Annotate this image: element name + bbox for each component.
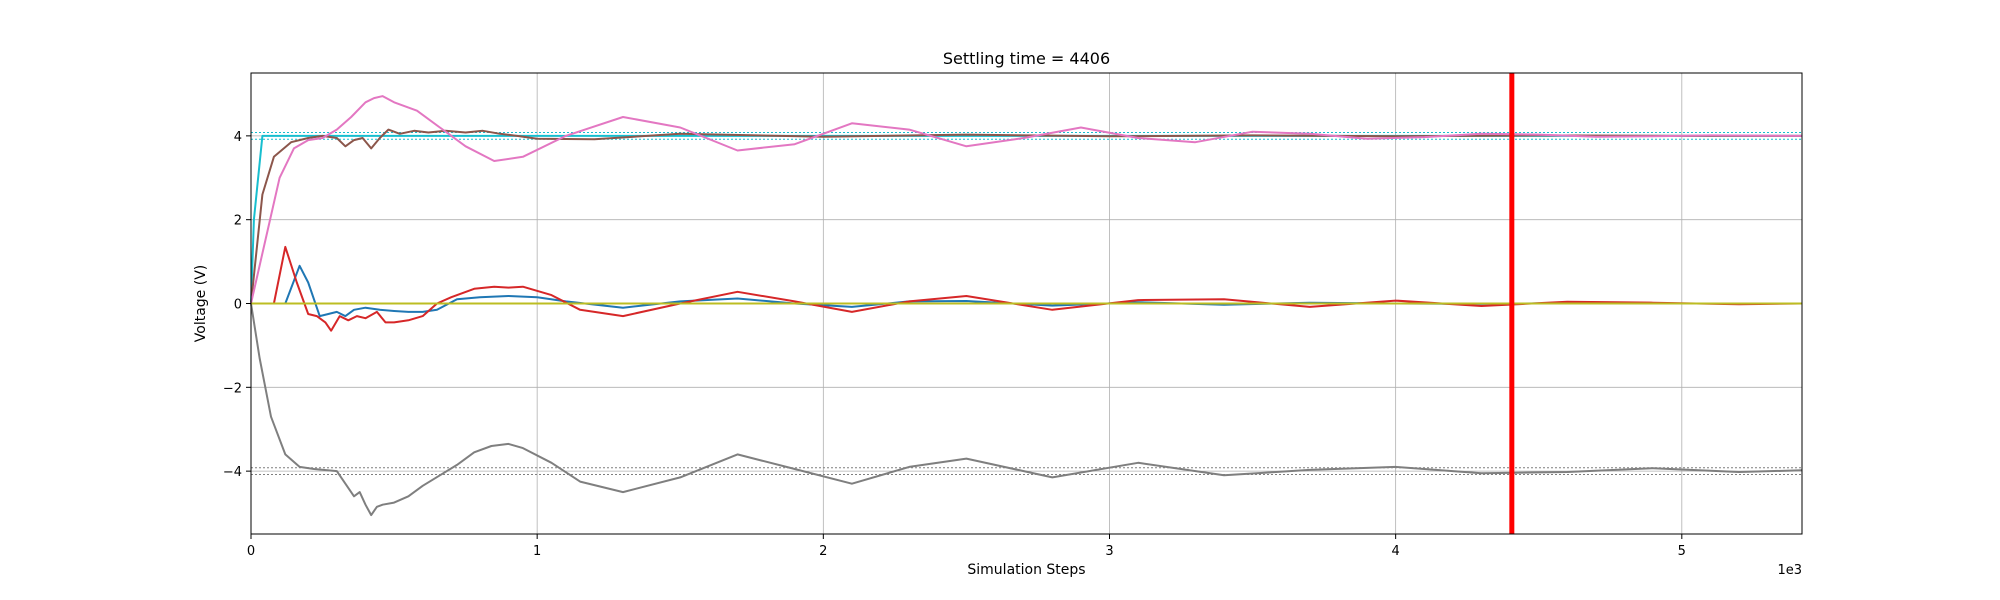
x-tick-label: 1 [533, 544, 541, 559]
x-tick-label: 2 [819, 544, 827, 559]
x-axis-label: Simulation Steps [967, 562, 1085, 578]
x-tick-label: 0 [247, 544, 255, 559]
y-tick-label: 0 [234, 298, 242, 313]
series-line-5 [251, 264, 1802, 318]
reference-bands [251, 132, 1802, 475]
series-lines [250, 95, 1803, 517]
y-tick-label: 2 [234, 214, 242, 229]
y-tick-label: 4 [234, 130, 242, 145]
ticks: 0 1 2 3 4 5 −4 −2 0 2 4 [223, 130, 1686, 559]
chart-title: Settling time = 4406 [943, 49, 1110, 68]
x-tick-label: 5 [1678, 544, 1686, 559]
y-axis-label: Voltage (V) [193, 265, 209, 342]
y-tick-label: −2 [223, 381, 242, 396]
series-line-6 [251, 245, 1803, 332]
x-tick-label: 3 [1105, 544, 1113, 559]
series-line-4 [250, 303, 1803, 517]
y-tick-label: −4 [223, 465, 242, 480]
x-tick-label: 4 [1392, 544, 1400, 559]
x-axis-offset-label: 1e3 [1777, 563, 1802, 578]
series-line-3 [250, 95, 1803, 304]
